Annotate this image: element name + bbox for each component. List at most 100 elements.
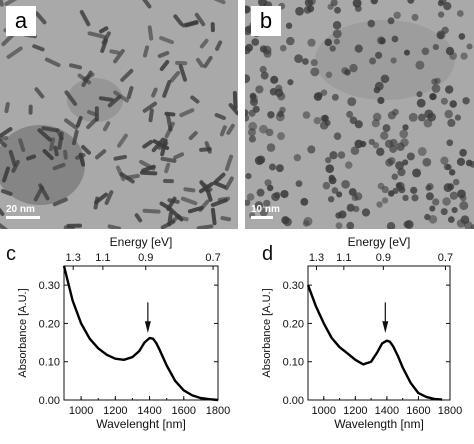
top-axis-label: Energy [eV] (348, 235, 411, 249)
nanodot (374, 51, 383, 59)
nanodot (349, 63, 358, 73)
nanorod (86, 117, 98, 130)
nanodot (279, 44, 287, 52)
nanorod (134, 213, 143, 223)
nanodot (390, 57, 397, 64)
nanorod (195, 57, 205, 68)
nanodot (456, 10, 464, 17)
nanorod (210, 207, 217, 226)
nanodot (348, 188, 357, 196)
nanorod (1, 33, 15, 47)
nanodot (406, 152, 415, 161)
nanorod (79, 10, 91, 27)
nanodot (393, 11, 401, 19)
nanodot (447, 183, 455, 191)
nanorod (157, 51, 170, 58)
nanodot (260, 71, 269, 80)
nanodot (275, 164, 284, 173)
nanodot (245, 43, 254, 52)
nanodot (452, 178, 460, 186)
nanorod (219, 125, 227, 137)
nanorod (81, 145, 91, 155)
nanodot (335, 222, 343, 229)
nanodot (446, 139, 454, 147)
nanodot (460, 215, 470, 224)
nanorod (210, 22, 215, 33)
nanorod (68, 63, 83, 70)
nanodot (449, 100, 457, 108)
nanorod (164, 162, 171, 174)
nanodot (245, 109, 249, 116)
nanorod (38, 183, 50, 201)
nanodot (440, 208, 448, 216)
nanorod (94, 149, 107, 160)
nanorod (0, 189, 13, 196)
nanodot (377, 96, 385, 105)
nanodot (442, 197, 451, 206)
nanodot (458, 33, 466, 40)
nanodot (268, 163, 276, 171)
nanodot (325, 164, 335, 173)
nanorod (159, 36, 174, 45)
nanorod (64, 118, 79, 130)
absorbance-curve (306, 284, 443, 401)
x-tick-label: 1200 (103, 405, 127, 417)
nanodot (402, 194, 409, 202)
nanodot (407, 0, 415, 4)
nanorod (0, 221, 10, 229)
nanodot (259, 45, 268, 53)
nanodot (248, 109, 256, 117)
x-axis-label: Wavelength [nm] (334, 417, 424, 431)
nanorod (34, 87, 45, 99)
nanorod (142, 208, 161, 214)
nanodot (325, 71, 333, 79)
nanodot (245, 114, 250, 122)
nanodot (277, 132, 285, 141)
nanodot (337, 151, 346, 159)
nanodot (254, 201, 264, 210)
nanorod (184, 20, 199, 28)
nanodot (410, 186, 418, 194)
nanodot (402, 159, 409, 166)
nanorod (72, 129, 79, 146)
nanodot (388, 190, 395, 197)
nanorod (87, 109, 98, 117)
nanodot (263, 199, 271, 208)
nanorod (57, 131, 64, 150)
nanodot (354, 139, 364, 149)
nanodot (310, 59, 318, 67)
nanorod (199, 147, 212, 152)
nanodot (416, 91, 423, 98)
nanorod (32, 44, 45, 52)
nanorod (113, 48, 125, 64)
nanorod (224, 176, 234, 191)
scale-bar-label-b: 10 nm (251, 204, 280, 215)
nanodot (459, 148, 467, 157)
nanorod (179, 108, 195, 118)
nanodot (259, 208, 268, 217)
panel-label-c: c (6, 243, 16, 265)
nanorod (147, 25, 154, 41)
nanodot (411, 13, 419, 21)
nanorod (212, 0, 226, 5)
nanorod (75, 115, 83, 128)
nanorod (0, 135, 8, 148)
nanorod (94, 192, 109, 205)
nanodot (416, 98, 426, 108)
nanodot (449, 191, 458, 200)
nanodot (429, 93, 437, 101)
nanorod (196, 224, 214, 229)
x-tick-label: 1200 (343, 405, 367, 417)
x-tick-label: 1000 (312, 405, 336, 417)
nanorod (224, 154, 234, 172)
nanodot (347, 97, 357, 107)
nanodot (447, 216, 455, 223)
nanorod (100, 38, 108, 53)
y-tick-label: 0.00 (283, 395, 304, 407)
nanodot (332, 29, 342, 39)
nanodot (331, 93, 339, 101)
nanodot (389, 145, 398, 153)
nanodot (411, 194, 419, 202)
nanorod (119, 172, 135, 184)
background-patch (315, 20, 455, 100)
